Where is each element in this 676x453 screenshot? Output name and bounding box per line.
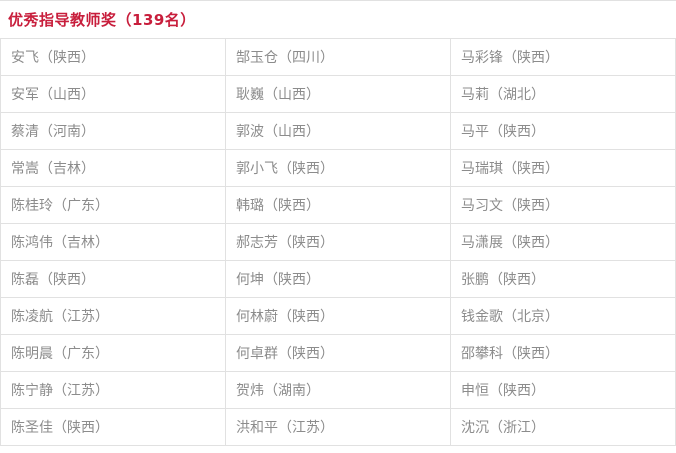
table-row: 安军（山西） 耿巍（山西） 马莉（湖北）: [0, 75, 676, 113]
table-cell: 马潇展（陕西）: [450, 223, 676, 261]
table-cell: 沈沉（浙江）: [450, 408, 676, 446]
table-cell: 张鹏（陕西）: [450, 260, 676, 298]
table-cell: 马莉（湖北）: [450, 75, 676, 113]
table-cell: 郝志芳（陕西）: [225, 223, 451, 261]
table-cell: 常嵩（吉林）: [0, 149, 226, 187]
table-cell: 耿巍（山西）: [225, 75, 451, 113]
table-cell: 蔡清（河南）: [0, 112, 226, 150]
table-row: 陈凌航（江苏） 何林蔚（陕西） 钱金歌（北京）: [0, 297, 676, 335]
table-cell: 贺炜（湖南）: [225, 371, 451, 409]
table-cell: 何卓群（陕西）: [225, 334, 451, 372]
table-cell: 陈圣佳（陕西）: [0, 408, 226, 446]
table-row: 陈鸿伟（吉林） 郝志芳（陕西） 马潇展（陕西）: [0, 223, 676, 261]
table-row: 安飞（陕西） 郜玉仓（四川） 马彩锋（陕西）: [0, 38, 676, 76]
table-cell: 邵攀科（陕西）: [450, 334, 676, 372]
table-cell: 陈磊（陕西）: [0, 260, 226, 298]
table-cell: 陈鸿伟（吉林）: [0, 223, 226, 261]
table-cell: 郜玉仓（四川）: [225, 38, 451, 76]
table-cell: 马瑞琪（陕西）: [450, 149, 676, 187]
table-cell: 马彩锋（陕西）: [450, 38, 676, 76]
table-row: 陈圣佳（陕西） 洪和平（江苏） 沈沉（浙江）: [0, 408, 676, 446]
table-cell: 郭小飞（陕西）: [225, 149, 451, 187]
table-cell: 韩璐（陕西）: [225, 186, 451, 224]
table-row: 陈桂玲（广东） 韩璐（陕西） 马习文（陕西）: [0, 186, 676, 224]
table-cell: 安飞（陕西）: [0, 38, 226, 76]
table-row: 蔡清（河南） 郭波（山西） 马平（陕西）: [0, 112, 676, 150]
table-row: 常嵩（吉林） 郭小飞（陕西） 马瑞琪（陕西）: [0, 149, 676, 187]
table-cell: 何林蔚（陕西）: [225, 297, 451, 335]
award-table: 安飞（陕西） 郜玉仓（四川） 马彩锋（陕西） 安军（山西） 耿巍（山西） 马莉（湖北） 蔡清…: [0, 38, 676, 446]
table-cell: 申恒（陕西）: [450, 371, 676, 409]
award-table-body: 安飞（陕西） 郜玉仓（四川） 马彩锋（陕西） 安军（山西） 耿巍（山西） 马莉（湖北） 蔡清…: [0, 38, 676, 446]
page-title: 优秀指导教师奖（139名）: [8, 11, 196, 29]
table-cell: 陈桂玲（广东）: [0, 186, 226, 224]
table-cell: 钱金歌（北京）: [450, 297, 676, 335]
table-row: 陈宁静（江苏） 贺炜（湖南） 申恒（陕西）: [0, 371, 676, 409]
table-cell: 陈凌航（江苏）: [0, 297, 226, 335]
table-row: 陈磊（陕西） 何坤（陕西） 张鹏（陕西）: [0, 260, 676, 298]
table-cell: 陈宁静（江苏）: [0, 371, 226, 409]
table-cell: 何坤（陕西）: [225, 260, 451, 298]
table-cell: 马习文（陕西）: [450, 186, 676, 224]
table-cell: 陈明晨（广东）: [0, 334, 226, 372]
table-cell: 洪和平（江苏）: [225, 408, 451, 446]
table-cell: 郭波（山西）: [225, 112, 451, 150]
table-cell: 安军（山西）: [0, 75, 226, 113]
table-cell: 马平（陕西）: [450, 112, 676, 150]
table-row: 陈明晨（广东） 何卓群（陕西） 邵攀科（陕西）: [0, 334, 676, 372]
